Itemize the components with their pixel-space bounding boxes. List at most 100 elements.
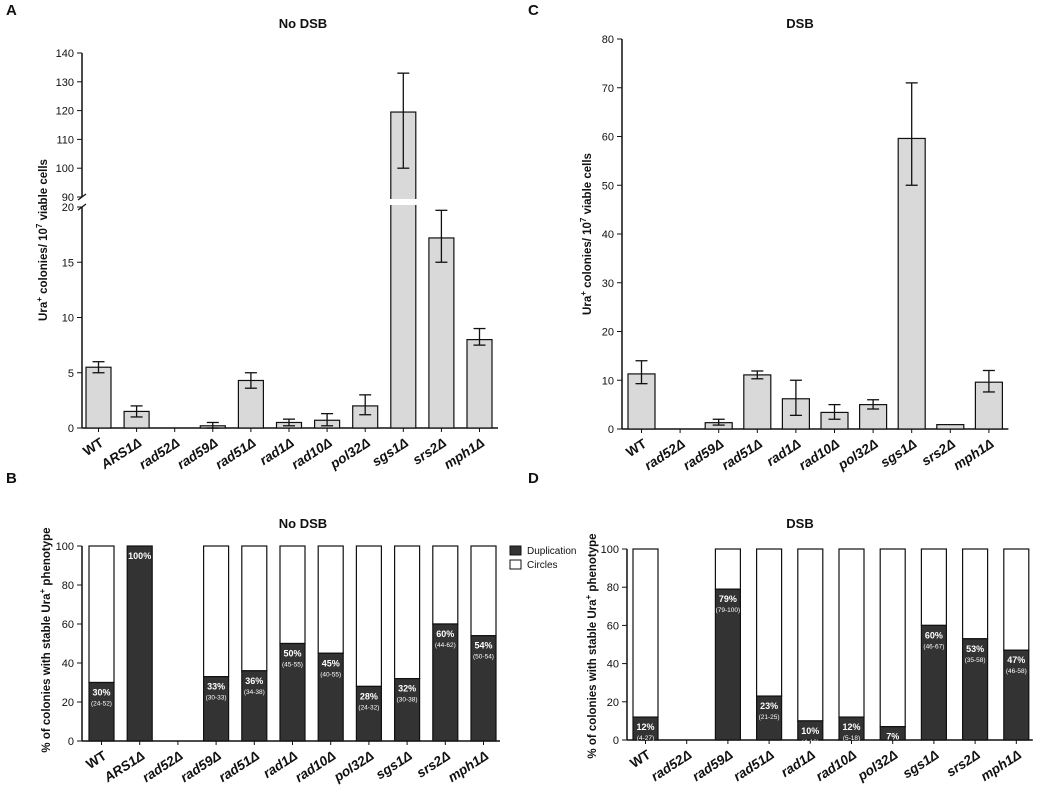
panel-d-ytick-0-label: 0 bbox=[613, 735, 619, 747]
panel-b-xlabel-7: pol32Δ bbox=[330, 748, 376, 785]
panel-c-xlabel-1: rad52Δ bbox=[642, 436, 688, 473]
panel-b-pct-label-4: 36% bbox=[245, 676, 263, 686]
panel-b-duplication-bar-9 bbox=[432, 623, 459, 742]
panel-b-duplication-bar-0 bbox=[88, 681, 115, 742]
panel-d-circles-bar-6 bbox=[879, 548, 906, 728]
panel-c-ylabel: Ura+ colonies/ 107 viable cells bbox=[579, 153, 594, 315]
panel-d-ytick-100-label: 100 bbox=[601, 544, 619, 556]
panel-a-xlabel-1: ARS1Δ bbox=[97, 435, 144, 473]
panel-b-circles-bar-5 bbox=[279, 545, 306, 645]
panel-b-circles-bar-4 bbox=[241, 545, 268, 672]
panel-b-circles-bar-8 bbox=[394, 545, 421, 680]
panel-d-duplication-bar-6 bbox=[879, 726, 906, 741]
panel-d-duplication-bar-3 bbox=[755, 695, 783, 741]
panel-c-xlabel-6: pol32Δ bbox=[835, 436, 881, 473]
panel-a-ytick-10-label: 10 bbox=[62, 313, 74, 325]
panel-a-ytick-0-label: 0 bbox=[68, 423, 74, 435]
panel-c-xlabel-5: rad10Δ bbox=[796, 436, 842, 473]
panel-d-pct-label-7: 60% bbox=[925, 630, 943, 640]
panel-c-xlabel-7: sgs1Δ bbox=[878, 436, 920, 470]
panel-b-pct-label-3: 33% bbox=[207, 682, 225, 692]
panel-b-duplication-bar-6 bbox=[317, 652, 344, 742]
panel-d-range-label-7: (46-67) bbox=[923, 643, 944, 650]
panel-letter-b: B bbox=[6, 470, 17, 487]
panel-b-pct-label-1: 100% bbox=[128, 551, 151, 561]
panel-b-range-label-9: (44-62) bbox=[435, 642, 456, 649]
panel-b-duplication-bar-10 bbox=[470, 635, 497, 742]
panel-a-xlabel-7: pol32Δ bbox=[327, 435, 373, 472]
panel-d-range-label-6: (4-12) bbox=[884, 745, 901, 752]
panel-letter-a: A bbox=[6, 2, 17, 19]
panel-d-xlabel-1: rad52Δ bbox=[648, 747, 694, 784]
panel-b-ytick-60-label: 60 bbox=[62, 619, 74, 631]
panel-d-range-label-9: (46-58) bbox=[1006, 668, 1027, 675]
panel-b-ytick-100-label: 100 bbox=[56, 541, 74, 553]
panel-d-xlabel-8: srs2Δ bbox=[944, 747, 983, 780]
panel-d-title: DSB bbox=[786, 516, 813, 531]
panel-d-circles-bar-5 bbox=[838, 548, 865, 718]
panel-d-xlabel-2: rad59Δ bbox=[690, 747, 736, 784]
panel-b-pct-label-5: 50% bbox=[283, 649, 301, 659]
panel-b-range-label-6: (40-55) bbox=[320, 671, 341, 678]
panel-a-xlabel-10: mph1Δ bbox=[441, 435, 487, 472]
panel-a-xlabel-0: WT bbox=[80, 435, 106, 459]
panel-b-xlabel-1: ARS1Δ bbox=[101, 748, 148, 786]
panel-b-xlabel-8: sgs1Δ bbox=[373, 748, 415, 782]
panel-b-range-label-3: (30-33) bbox=[206, 695, 227, 702]
panel-d-duplication-bar-9 bbox=[1003, 649, 1030, 741]
panel-a-title: No DSB bbox=[279, 16, 327, 31]
panel-d-xlabel-7: sgs1Δ bbox=[900, 747, 942, 781]
panel-b-pct-label-9: 60% bbox=[436, 629, 454, 639]
panel-a-bar-10 bbox=[466, 339, 493, 429]
panel-d-range-label-3: (21-25) bbox=[759, 714, 780, 721]
panel-d-duplication-bar-4 bbox=[797, 720, 824, 741]
panel-b-ytick-20-label: 20 bbox=[62, 697, 74, 709]
panel-d-circles-bar-3 bbox=[755, 548, 783, 697]
panel-b-range-label-10: (50-54) bbox=[473, 654, 494, 661]
panel-b-circles-bar-10 bbox=[470, 545, 497, 637]
panel-d-duplication-bar-0 bbox=[632, 716, 659, 741]
panel-d-pct-label-9: 47% bbox=[1007, 655, 1025, 665]
panel-d-pct-label-2: 79% bbox=[719, 594, 737, 604]
panel-c-ytick-70-label: 70 bbox=[602, 83, 614, 95]
panel-b-ytick-0-label: 0 bbox=[68, 736, 74, 748]
panel-d-xlabel-3: rad51Δ bbox=[731, 747, 777, 784]
panel-a-ytick-90-label: 90 bbox=[62, 192, 74, 204]
panel-d-circles-bar-8 bbox=[961, 548, 989, 640]
panel-c-ytick-20-label: 20 bbox=[602, 327, 614, 339]
panel-b-pct-label-0: 30% bbox=[92, 688, 110, 698]
panel-b-ytick-40-label: 40 bbox=[62, 658, 74, 670]
panel-b-circles-bar-9 bbox=[432, 545, 459, 625]
panel-c-bar-3 bbox=[743, 374, 772, 430]
panel-b-xlabel-2: rad52Δ bbox=[140, 748, 186, 785]
panel-a-ytick-20-label: 20 bbox=[62, 202, 74, 214]
panel-d-ylabel: % of colonies with stable Ura+ phenotype bbox=[584, 533, 599, 758]
panel-b-xlabel-10: mph1Δ bbox=[445, 748, 491, 785]
panel-b-range-label-4: (34-38) bbox=[244, 689, 265, 696]
panel-d-range-label-4: (4-16) bbox=[802, 739, 819, 746]
panel-c-xlabel-9: mph1Δ bbox=[951, 436, 997, 473]
panel-b-pct-label-8: 32% bbox=[398, 684, 416, 694]
panel-c-ytick-50-label: 50 bbox=[602, 180, 614, 192]
panel-c-ytick-10-label: 10 bbox=[602, 375, 614, 387]
panel-letter-c: C bbox=[528, 2, 539, 19]
panel-b-xlabel-3: rad59Δ bbox=[178, 748, 224, 785]
panel-d-range-label-0: (4-27) bbox=[637, 735, 654, 742]
panel-b-duplication-bar-7 bbox=[355, 685, 382, 742]
panel-a-bar-0 bbox=[85, 366, 112, 429]
panel-b-pct-label-7: 28% bbox=[360, 691, 378, 701]
legend-duplication-label: Duplication bbox=[527, 546, 576, 557]
panel-a-ytick-15-label: 15 bbox=[62, 257, 74, 269]
panel-b-range-label-7: (24-32) bbox=[358, 704, 379, 711]
panel-b-range-label-8: (30-38) bbox=[397, 697, 418, 704]
panel-d-xlabel-6: pol32Δ bbox=[854, 747, 900, 784]
panel-c-bar-7 bbox=[897, 137, 926, 430]
panel-b-duplication-bar-4 bbox=[241, 670, 268, 742]
panel-b-title: No DSB bbox=[279, 516, 327, 531]
panel-b-range-label-5: (45-55) bbox=[282, 662, 303, 669]
panel-a-xlabel-3: rad59Δ bbox=[174, 435, 220, 472]
panel-a-ytick-100-label: 100 bbox=[56, 163, 74, 175]
panel-d-xlabel-0: WT bbox=[627, 747, 653, 771]
panel-d-xlabel-5: rad10Δ bbox=[813, 747, 859, 784]
